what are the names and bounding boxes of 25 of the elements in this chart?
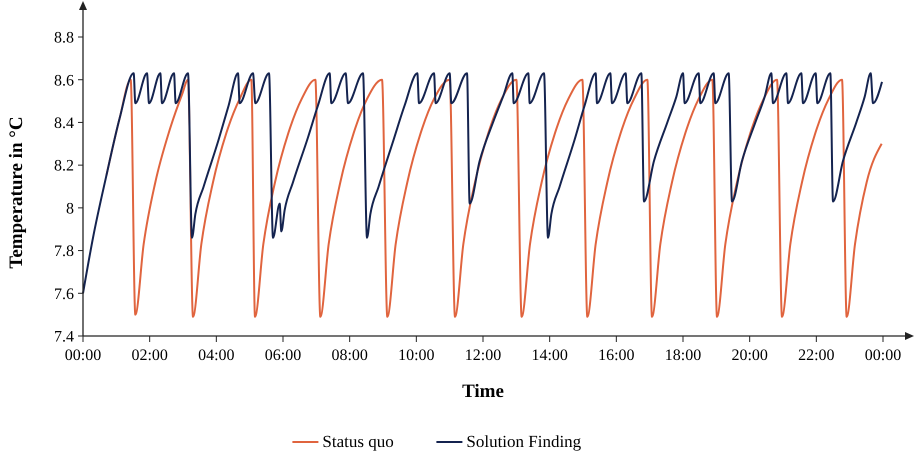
x-axis-title: Time [462,381,504,402]
x-tick-label: 22:00 [798,347,835,364]
x-tick-label: 10:00 [398,347,435,364]
legend-label: Status quo [322,432,394,451]
x-tick-label: 04:00 [198,347,235,364]
x-tick-label: 00:00 [864,347,902,364]
x-tick-label: 12:00 [464,347,502,364]
x-tick-label: 14:00 [531,347,568,364]
y-tick-label: 7.4 [54,328,74,346]
y-tick-label: 7.8 [54,243,74,260]
x-tick-label: 18:00 [664,347,702,364]
y-tick-label: 8.4 [54,115,74,132]
legend-label: Solution Finding [466,432,582,451]
y-axis-title: Temperature in °C [6,116,27,269]
y-tick-label: 8 [66,200,74,218]
x-tick-label: 20:00 [731,347,768,364]
x-tick-label: 06:00 [264,347,302,364]
y-tick-label: 8.8 [54,30,74,47]
x-tick-label: 02:00 [131,347,168,364]
y-tick-label: 7.6 [54,286,74,303]
x-tick-label: 16:00 [598,347,635,364]
y-tick-label: 8.2 [54,158,74,175]
x-tick-label: 00:00 [64,347,102,364]
y-tick-label: 8.6 [54,72,74,90]
x-tick-label: 08:00 [331,347,368,364]
